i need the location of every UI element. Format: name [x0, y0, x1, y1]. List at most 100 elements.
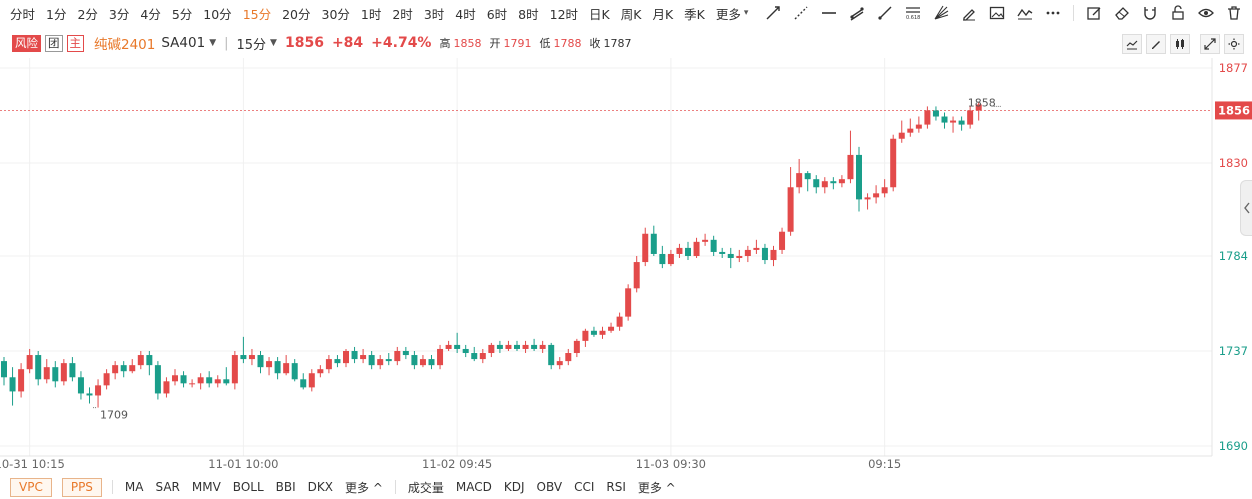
magnet-icon[interactable]: [1140, 3, 1160, 23]
candle-body: [821, 181, 828, 188]
period-tab[interactable]: 1分: [46, 6, 67, 22]
candle-body: [112, 365, 119, 374]
candle-body: [556, 361, 563, 366]
period-tab[interactable]: 2时: [392, 6, 413, 22]
indicator-cci[interactable]: CCI: [574, 480, 595, 494]
wave-icon[interactable]: [1015, 3, 1035, 23]
arrow-line-icon[interactable]: [875, 3, 895, 23]
pps-button[interactable]: PPS: [61, 477, 102, 497]
period-tab[interactable]: 周K: [620, 6, 642, 22]
period-tab[interactable]: 更多: [715, 6, 741, 22]
candle-body: [343, 350, 349, 364]
fibonacci-icon[interactable]: 0.618: [903, 3, 923, 23]
chevron-down-icon[interactable]: ▼: [209, 38, 217, 48]
period-tab[interactable]: 6时: [486, 6, 508, 22]
line-chart-icon[interactable]: [1122, 34, 1142, 54]
candle-body: [539, 344, 546, 349]
price-change: +84: [331, 35, 364, 51]
period-tab[interactable]: 月K: [652, 6, 674, 22]
period-tab[interactable]: 10分: [203, 6, 232, 22]
x-tick-label: 11-02 09:45: [422, 457, 492, 471]
candlestick-chart[interactable]: 1858 1709 1877 1856 1830 1784 1737 1690 10-31 10…: [0, 58, 1252, 474]
indicator-volume[interactable]: 成交量: [407, 480, 444, 495]
candle-body: [864, 197, 871, 200]
candle-body: [727, 253, 734, 259]
candle-body: [659, 253, 666, 265]
main-indicator-more[interactable]: 更多 ^: [345, 480, 383, 495]
period-tab[interactable]: 3时: [423, 6, 445, 22]
ray-line-icon[interactable]: [791, 3, 811, 23]
gann-fan-icon[interactable]: [931, 3, 951, 23]
period-tab[interactable]: 30分: [321, 6, 350, 22]
symbol-name[interactable]: 纯碱2401: [94, 37, 156, 53]
period-tab[interactable]: 5分: [171, 6, 193, 22]
period-tab[interactable]: 3分: [108, 6, 130, 22]
indicator-obv[interactable]: OBV: [536, 480, 563, 494]
candle-body: [736, 255, 743, 259]
period-tab[interactable]: 15分: [242, 6, 272, 22]
side-panel-toggle[interactable]: [1240, 180, 1252, 236]
brush-icon[interactable]: [959, 3, 979, 23]
candle-body: [411, 355, 418, 366]
candle-body: [907, 128, 914, 133]
eraser-icon[interactable]: [1112, 3, 1132, 23]
candle-body: [514, 344, 520, 349]
indicator-rsi[interactable]: RSI: [606, 480, 626, 494]
candle-body: [180, 375, 187, 384]
period-tab[interactable]: 2分: [77, 6, 98, 22]
expand-icon[interactable]: [1200, 34, 1220, 54]
symbol-code[interactable]: SA401: [161, 35, 206, 51]
candle-body: [1, 361, 7, 378]
period-selector[interactable]: 15分: [236, 37, 267, 53]
indicator-mmv[interactable]: MMV: [191, 480, 221, 494]
horizontal-line-icon[interactable]: [819, 3, 839, 23]
period-tab[interactable]: 日K: [589, 6, 610, 22]
candle-body: [813, 179, 820, 188]
period-tab[interactable]: 8时: [518, 6, 539, 22]
period-list: 分时 1分 2分 3分 4分 5分 10分 15分 20分 30分 1时 2时 3时 4时 6时 8时 12时日…: [0, 4, 748, 23]
price-change-pct: +4.74%: [371, 35, 432, 51]
x-tick-label: 09:15: [868, 457, 901, 471]
y-tick-label: 1690: [1219, 439, 1248, 453]
indicator-boll[interactable]: BOLL: [232, 480, 264, 494]
period-tab[interactable]: 20分: [282, 6, 311, 22]
sub-indicator-more[interactable]: 更多 ^: [637, 480, 676, 495]
period-tab[interactable]: 12时: [549, 6, 579, 22]
chevron-down-icon[interactable]: ▼: [270, 38, 277, 48]
candle-body: [129, 365, 136, 372]
candle-body: [770, 249, 777, 261]
period-tab[interactable]: 季K: [684, 6, 705, 22]
image-icon[interactable]: [987, 3, 1007, 23]
indicator-bar: VPC PPS MA SAR MMV BOLL BBI DKX 更多 ^ 成交量…: [0, 476, 1252, 498]
low-value: 1788: [553, 36, 582, 50]
candle-body: [437, 348, 444, 366]
more-dots-icon[interactable]: [1043, 3, 1063, 23]
period-tab[interactable]: 分时: [10, 6, 36, 22]
indicator-ma[interactable]: MA: [124, 480, 144, 494]
candle-body: [505, 344, 512, 349]
parallel-line-icon[interactable]: [847, 3, 867, 23]
candle-style-icon[interactable]: [1170, 34, 1190, 54]
indicator-sar[interactable]: SAR: [155, 480, 180, 494]
candle-body: [103, 373, 110, 386]
indicator-macd[interactable]: MACD: [455, 480, 492, 494]
indicator-kdj[interactable]: KDJ: [503, 480, 525, 494]
candle-body: [402, 350, 409, 356]
candle-body: [360, 355, 367, 360]
pencil-icon[interactable]: [1146, 34, 1166, 54]
trend-line-icon[interactable]: [763, 3, 783, 23]
delete-icon[interactable]: [1224, 3, 1244, 23]
note-icon[interactable]: [1084, 3, 1104, 23]
indicator-dkx[interactable]: DKX: [307, 480, 333, 494]
period-tab[interactable]: 4时: [455, 6, 476, 22]
indicator-bbi[interactable]: BBI: [275, 480, 296, 494]
eye-icon[interactable]: [1196, 3, 1216, 23]
period-tab[interactable]: 4分: [140, 6, 161, 22]
candle-body: [471, 353, 478, 360]
period-tab[interactable]: 1时: [360, 6, 382, 22]
settings-icon[interactable]: [1224, 34, 1244, 54]
chevron-down-icon[interactable]: ▾: [743, 8, 749, 18]
candle-body: [445, 344, 452, 349]
lock-icon[interactable]: [1168, 3, 1188, 23]
vpc-button[interactable]: VPC: [10, 477, 52, 497]
